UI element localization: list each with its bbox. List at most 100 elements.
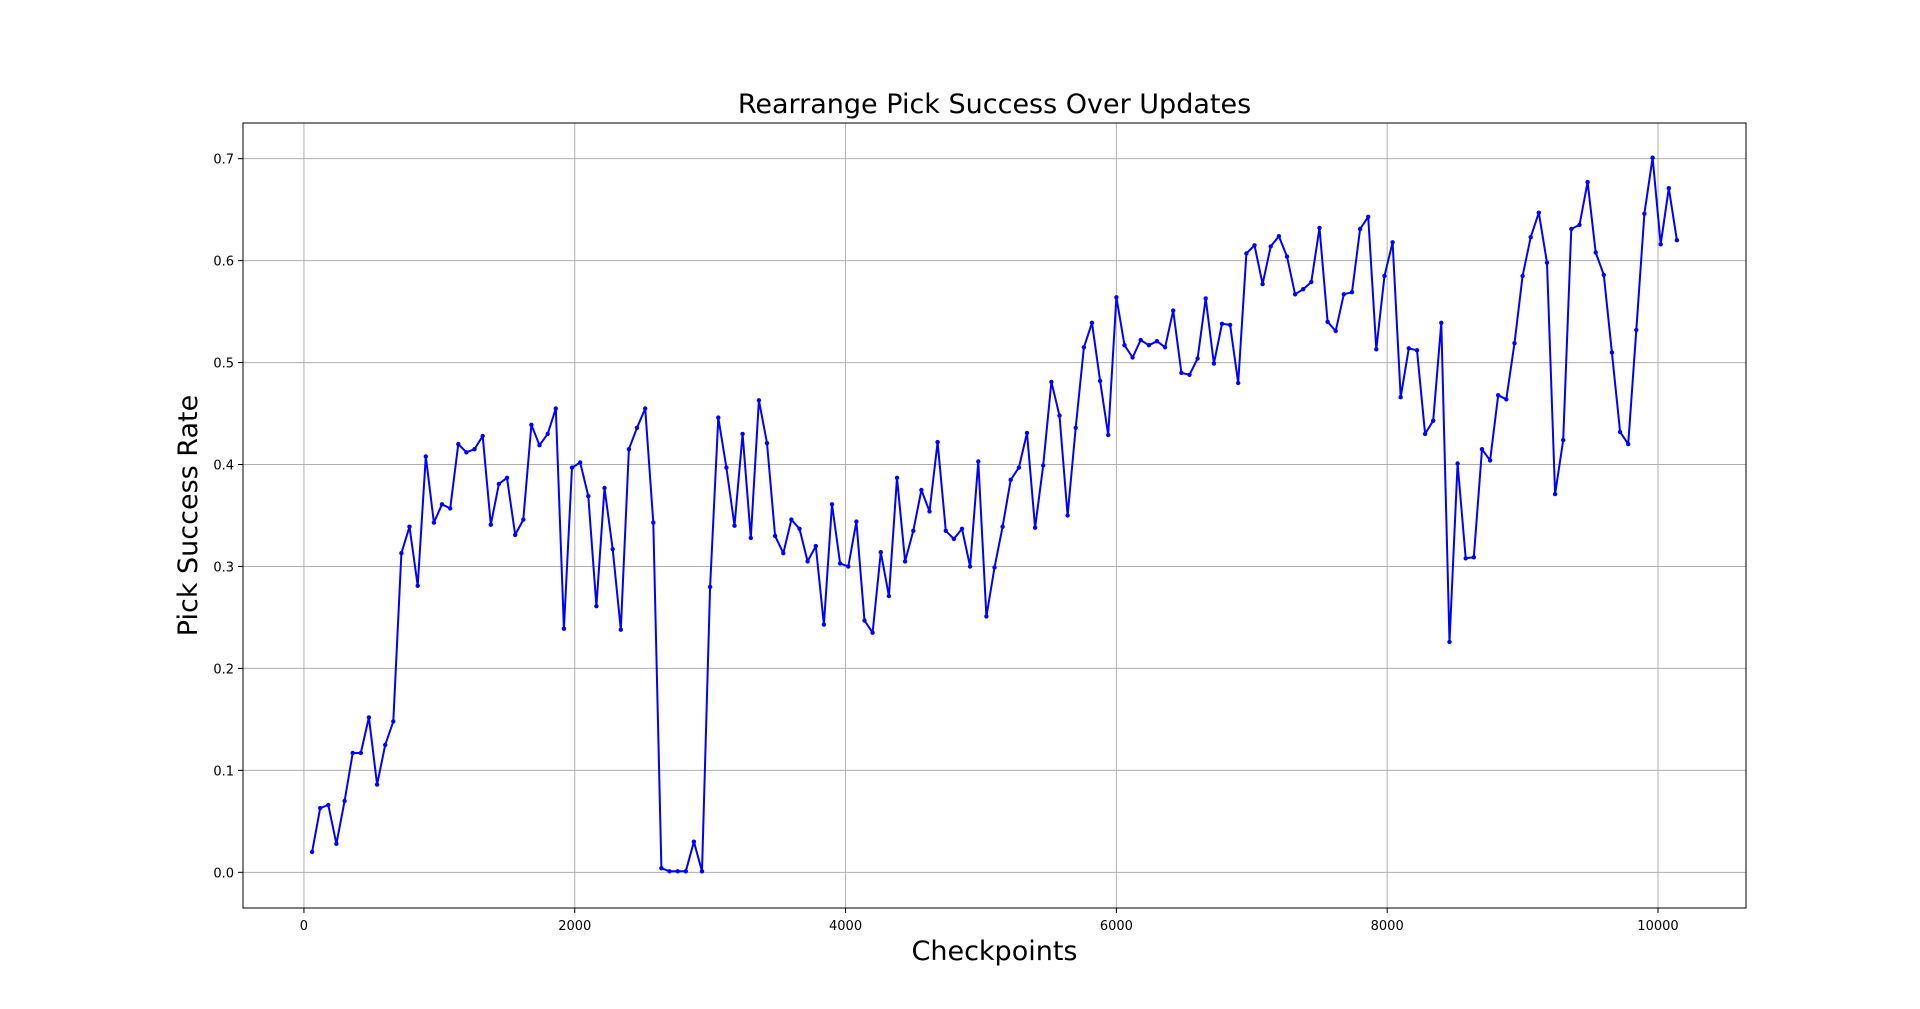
data-point: [1496, 393, 1501, 398]
data-point: [1292, 292, 1298, 297]
data-point: [781, 551, 786, 556]
data-point: [537, 443, 542, 448]
data-point: [716, 415, 721, 420]
data-point: [1154, 339, 1160, 344]
data-series: [309, 155, 1680, 874]
data-point: [1390, 240, 1395, 245]
y-tick-label: 0.1: [213, 764, 234, 779]
data-point: [594, 604, 599, 609]
data-point: [358, 750, 363, 756]
data-point: [748, 535, 753, 541]
data-point: [456, 441, 461, 447]
data-point: [626, 447, 632, 452]
data-point: [415, 583, 420, 588]
data-point: [805, 559, 810, 564]
x-axis-title: Checkpoints: [912, 936, 1078, 967]
data-point: [521, 517, 526, 522]
data-point: [683, 869, 688, 874]
data-point: [1211, 361, 1217, 366]
x-tick-label: 6000: [1100, 919, 1133, 934]
data-point: [1130, 355, 1135, 360]
data-point: [407, 524, 412, 529]
data-point: [383, 742, 388, 748]
data-point: [391, 719, 396, 724]
data-point: [350, 750, 355, 756]
data-point: [959, 526, 965, 531]
data-point: [1463, 556, 1468, 561]
data-point: [1431, 418, 1436, 423]
data-point: [504, 475, 510, 480]
plot-area-frame: [242, 122, 1747, 909]
data-point: [1146, 343, 1152, 348]
data-point: [1487, 458, 1493, 463]
data-point: [1089, 320, 1095, 325]
data-point: [634, 425, 640, 430]
data-point: [1171, 308, 1176, 313]
data-point: [667, 869, 672, 874]
data-point: [1284, 254, 1290, 259]
data-point: [984, 614, 989, 619]
data-point: [1081, 345, 1087, 350]
data-point: [578, 460, 583, 465]
data-point: [1447, 639, 1452, 645]
gridlines: [243, 123, 1746, 908]
data-point: [976, 459, 981, 464]
data-point: [992, 565, 997, 570]
data-point: [1000, 524, 1005, 529]
data-point: [707, 584, 713, 590]
data-point: [496, 481, 502, 487]
data-point: [545, 431, 550, 437]
data-point: [1439, 320, 1444, 325]
data-point: [1097, 378, 1103, 384]
data-point: [797, 526, 802, 531]
data-point: [659, 866, 664, 871]
y-tick-label: 0.5: [213, 357, 234, 372]
data-point: [1016, 465, 1022, 470]
data-point: [1406, 346, 1412, 351]
data-point: [326, 802, 331, 808]
data-point: [1057, 413, 1062, 418]
data-point: [1357, 226, 1363, 232]
data-point: [1268, 244, 1273, 249]
data-point: [772, 533, 778, 539]
data-point: [318, 805, 323, 811]
y-tick-label: 0.0: [213, 866, 234, 881]
data-point: [1341, 292, 1347, 297]
data-point: [1528, 235, 1533, 240]
data-point: [878, 550, 883, 555]
data-point: [1609, 350, 1615, 355]
y-axis-title: Pick Success Rate: [173, 395, 204, 636]
data-point: [1666, 186, 1672, 191]
data-point: [1585, 179, 1590, 185]
data-point: [1049, 379, 1054, 385]
data-point: [1195, 356, 1200, 361]
data-point: [448, 506, 453, 511]
data-point: [870, 630, 875, 635]
data-point: [943, 528, 948, 533]
axis-ticks: 0 2000 4000 6000 8000 10000 0.0 0.1 0.2 0.3 0.4 0.5…: [213, 153, 1678, 934]
data-point: [1162, 345, 1168, 350]
data-point: [1073, 425, 1078, 430]
data-point: [1617, 429, 1623, 435]
data-point: [1187, 372, 1192, 377]
data-point: [1634, 327, 1639, 333]
data-point: [1366, 214, 1371, 219]
y-tick-label: 0.2: [213, 662, 234, 677]
data-point: [789, 517, 794, 522]
data-point: [569, 465, 575, 470]
data-point: [1309, 279, 1314, 285]
data-point: [821, 622, 827, 627]
data-point: [699, 869, 705, 874]
data-point: [1471, 555, 1477, 560]
data-point: [1008, 477, 1013, 482]
data-point: [837, 561, 843, 566]
data-point: [1512, 341, 1517, 346]
data-point: [529, 422, 534, 427]
data-point: [675, 869, 680, 874]
data-point: [553, 406, 558, 411]
data-point: [919, 487, 924, 493]
data-point: [472, 447, 477, 452]
data-point: [1398, 395, 1403, 400]
